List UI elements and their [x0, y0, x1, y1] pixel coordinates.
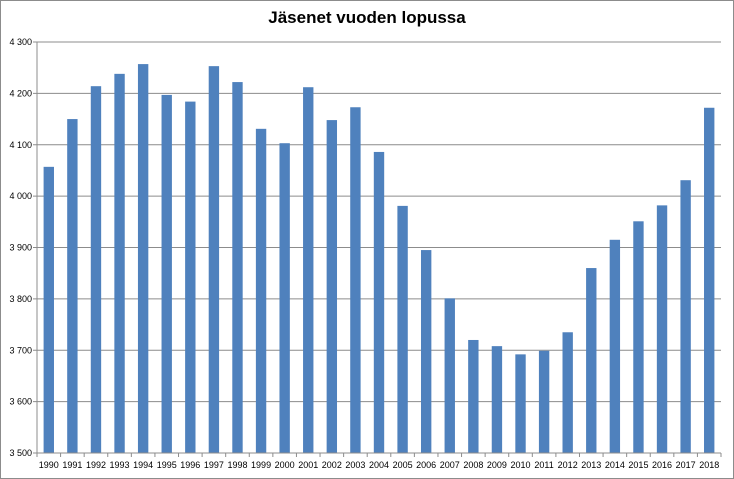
bar	[444, 298, 455, 453]
bar	[67, 119, 78, 453]
y-tick-label: 3 700	[9, 345, 32, 355]
bar	[491, 346, 503, 453]
y-tick-label: 4 300	[9, 37, 32, 47]
x-tick-label: 1995	[157, 460, 177, 470]
x-tick-label: 1997	[204, 460, 224, 470]
bar	[208, 66, 220, 454]
bar	[515, 354, 526, 453]
bar	[255, 128, 267, 454]
y-tick-label: 3 800	[9, 294, 32, 304]
x-tick-label: 1998	[227, 460, 247, 470]
x-tick-label: 2008	[463, 460, 483, 470]
x-tick-label: 2007	[440, 460, 460, 470]
x-tick-label: 1994	[133, 460, 153, 470]
x-tick-label: 2011	[534, 460, 553, 470]
x-tick-labels: 1990 1991 1992 1993 1994 1995 1996 1997 1998 1999…	[39, 460, 719, 470]
y-tick-label: 3 500	[9, 448, 32, 458]
bar	[90, 86, 102, 454]
bar	[114, 73, 125, 453]
y-tick-labels: 3 500 3 600 3 700 3 800 3 900 4 000 4 100 4 200…	[9, 37, 32, 458]
x-tick-label: 2015	[628, 460, 648, 470]
y-tick-label: 3 900	[9, 243, 32, 253]
bar	[562, 332, 573, 453]
bar	[326, 120, 338, 453]
chart-title: Jäsenet vuoden lopussa	[268, 8, 466, 27]
x-tick-label: 2005	[393, 460, 413, 470]
x-tick-label: 2002	[322, 460, 342, 470]
x-tick-label: 1990	[39, 460, 59, 470]
bar	[137, 64, 149, 453]
bar	[161, 94, 172, 453]
x-tick-label: 2001	[298, 460, 318, 470]
x-tick-label: 2000	[275, 460, 295, 470]
x-tick-label: 2004	[369, 460, 389, 470]
bars	[43, 64, 715, 454]
y-tick-label: 4 100	[9, 140, 32, 150]
y-tick-label: 4 200	[9, 88, 32, 98]
y-tick-label: 4 000	[9, 191, 32, 201]
y-tick-label: 3 600	[9, 397, 32, 407]
axes	[33, 41, 722, 457]
bar	[609, 239, 621, 453]
bar	[420, 250, 432, 453]
x-tick-label: 1991	[62, 460, 82, 470]
x-tick-label: 1996	[180, 460, 200, 470]
x-tick-label: 1992	[86, 460, 106, 470]
x-tick-label: 2013	[581, 460, 601, 470]
x-tick-label: 2009	[487, 460, 507, 470]
x-tick-label: 2003	[345, 460, 365, 470]
x-tick-label: 2012	[558, 460, 578, 470]
bar	[656, 205, 668, 453]
x-tick-label: 2016	[652, 460, 672, 470]
bar	[350, 107, 361, 453]
bar	[586, 268, 597, 453]
bar	[279, 143, 290, 454]
bar	[633, 221, 644, 453]
bar	[232, 82, 243, 453]
bar	[43, 166, 54, 453]
x-tick-label: 2006	[416, 460, 436, 470]
x-tick-label: 1999	[251, 460, 271, 470]
bar	[704, 107, 715, 453]
x-tick-label: 2017	[676, 460, 696, 470]
bar	[303, 87, 314, 454]
bar	[538, 350, 550, 453]
bar	[468, 339, 479, 453]
bar	[680, 180, 691, 454]
x-tick-label: 2018	[699, 460, 719, 470]
bar	[185, 101, 196, 453]
x-tick-label: 2010	[511, 460, 531, 470]
x-tick-label: 2014	[605, 460, 625, 470]
bar	[373, 151, 385, 453]
bar	[397, 205, 408, 453]
x-tick-label: 1993	[110, 460, 130, 470]
